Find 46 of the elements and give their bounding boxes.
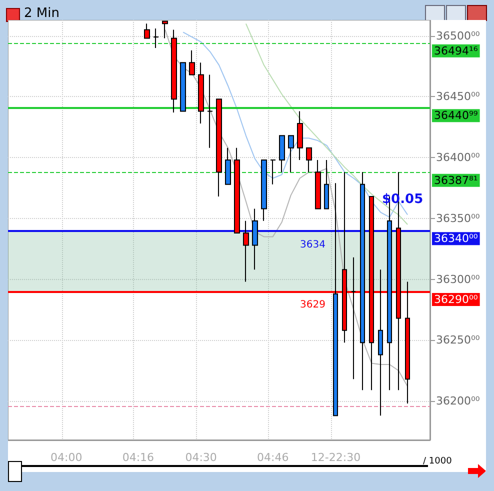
y-tick-label: 36300⁰⁰	[436, 272, 480, 286]
candlestick	[297, 110, 303, 160]
candlestick	[279, 135, 285, 173]
candlestick	[252, 208, 258, 270]
candlestick	[261, 160, 267, 222]
y-tick-label: 36200⁰⁰	[436, 394, 480, 408]
candlestick	[333, 182, 338, 416]
y-tick-label: 36500⁰⁰	[436, 29, 480, 42]
ref-line-label: 36290⁰⁰	[434, 292, 478, 306]
ref-line-label: 36340⁰⁰	[434, 232, 478, 246]
candlestick	[162, 20, 168, 39]
candlestick	[324, 160, 329, 210]
candlestick	[216, 98, 222, 198]
candlestick	[315, 160, 321, 210]
candlestick	[270, 160, 276, 185]
candlestick	[288, 135, 294, 173]
annotation: 3629	[300, 300, 326, 310]
x-tick-label: 04:30	[185, 451, 217, 464]
x-tick-label: 04:16	[122, 451, 154, 464]
y-tick-label: 36450⁰⁰	[436, 90, 480, 104]
y-tick-label: 36350⁰⁰	[436, 212, 480, 225]
y-tick-label: 36400⁰⁰	[436, 151, 480, 164]
candlestick	[306, 147, 312, 173]
candlestick	[144, 23, 150, 39]
candlestick	[351, 256, 356, 380]
candlestick	[180, 62, 186, 112]
text: / 1000	[423, 456, 452, 466]
candlestick	[207, 74, 213, 148]
candlestick	[189, 50, 195, 76]
candlestick	[171, 29, 177, 114]
candlestick	[153, 28, 159, 48]
candlestick	[243, 220, 249, 282]
ref-line-label: 36387⁸¹	[434, 174, 478, 187]
y-tick-label: 36250⁰⁰	[436, 334, 480, 347]
x-tick-label: 04:46	[257, 451, 289, 464]
candlestick	[225, 147, 231, 185]
candlestick	[234, 147, 240, 234]
chart-title: 2 Min	[24, 6, 60, 21]
annotation: 3634	[300, 240, 326, 250]
candlestick	[360, 172, 365, 391]
ref-line-label: 36440⁹⁹	[434, 109, 478, 122]
candlestick	[198, 62, 204, 124]
ref-line-label: 36494¹⁶	[434, 44, 478, 58]
candlestick	[378, 269, 383, 416]
x-tick-label: 04:00	[50, 451, 82, 464]
x-tick-label: 12-22:30	[310, 451, 361, 464]
